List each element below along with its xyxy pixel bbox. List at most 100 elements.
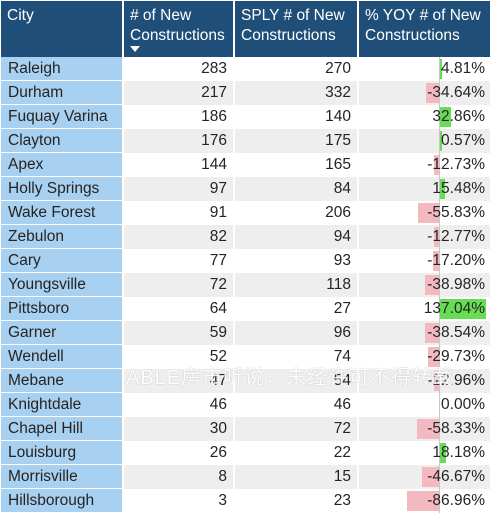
table-row[interactable]: Morrisville 8 15 -46.67% — [1, 465, 490, 489]
zero-axis-line — [439, 249, 440, 273]
table-row[interactable]: Wake Forest 91 206 -55.83% — [1, 201, 490, 225]
table-row[interactable]: Chapel Hill 30 72 -58.33% — [1, 417, 490, 441]
city-cell: Holly Springs — [1, 177, 124, 201]
watermark: ABLE房市听说，未经许可不得转载 — [126, 367, 455, 389]
yoy-cell: -29.73% — [359, 345, 490, 369]
yoy-cell: 4.81% — [359, 57, 490, 81]
new-constructions-cell: 82 — [124, 225, 235, 249]
table-row[interactable]: Youngsville 72 118 -38.98% — [1, 273, 490, 297]
negative-yoy-bar — [421, 467, 439, 487]
city-cell: Raleigh — [1, 57, 124, 81]
zero-axis-line — [439, 177, 440, 201]
zero-axis-line — [439, 393, 440, 417]
positive-yoy-bar — [440, 131, 442, 151]
new-constructions-cell: 97 — [124, 177, 235, 201]
city-cell: Cary — [1, 249, 124, 273]
yoy-value: 32.86% — [432, 108, 485, 125]
negative-yoy-bar — [434, 371, 439, 391]
zero-axis-line — [439, 81, 440, 105]
sply-constructions-cell: 23 — [235, 489, 359, 513]
yoy-value: -34.64% — [427, 84, 485, 101]
positive-yoy-bar — [440, 59, 442, 79]
city-cell: Wake Forest — [1, 201, 124, 225]
new-constructions-cell: 186 — [124, 105, 235, 129]
yoy-cell: -38.98% — [359, 273, 490, 297]
new-constructions-cell: 59 — [124, 321, 235, 345]
negative-yoy-bar — [426, 83, 439, 103]
sply-constructions-cell: 175 — [235, 129, 359, 153]
sply-constructions-cell: 22 — [235, 441, 359, 465]
table-row[interactable]: Mebane 47 54 -12.96% — [1, 369, 490, 393]
yoy-value: -55.83% — [427, 204, 485, 221]
table-row[interactable]: Durham 217 332 -34.64% — [1, 81, 490, 105]
sply-constructions-cell: 93 — [235, 249, 359, 273]
zero-axis-line — [439, 225, 440, 249]
table-row[interactable]: Wendell 52 74 -29.73% — [1, 345, 490, 369]
sply-constructions-cell: 140 — [235, 105, 359, 129]
zero-axis-line — [439, 417, 440, 441]
table-row[interactable]: Zebulon 82 94 -12.77% — [1, 225, 490, 249]
yoy-cell: 32.86% — [359, 105, 490, 129]
yoy-cell: 15.48% — [359, 177, 490, 201]
table-row[interactable]: Louisburg 26 22 18.18% — [1, 441, 490, 465]
yoy-value: 15.48% — [432, 180, 485, 197]
positive-yoy-bar — [440, 179, 446, 199]
yoy-cell: -12.73% — [359, 153, 490, 177]
column-header-sply-constructions[interactable]: SPLY # of New Constructions — [235, 1, 359, 57]
new-constructions-cell: 46 — [124, 393, 235, 417]
city-cell: Hillsborough — [1, 489, 124, 513]
column-header-city[interactable]: City — [1, 1, 124, 57]
zero-axis-line — [439, 273, 440, 297]
table-row[interactable]: Garner 59 96 -38.54% — [1, 321, 490, 345]
positive-yoy-bar — [440, 443, 447, 463]
column-header-label: City — [7, 7, 34, 24]
sply-constructions-cell: 54 — [235, 369, 359, 393]
city-cell: Garner — [1, 321, 124, 345]
zero-axis-line — [439, 105, 440, 129]
table-row[interactable]: Raleigh 283 270 4.81% — [1, 57, 490, 81]
yoy-cell: 0.57% — [359, 129, 490, 153]
city-cell: Mebane — [1, 369, 124, 393]
table-row[interactable]: Knightdale 46 46 0.00% — [1, 393, 490, 417]
negative-yoy-bar — [418, 203, 439, 223]
city-cell: Durham — [1, 81, 124, 105]
yoy-cell: -34.64% — [359, 81, 490, 105]
negative-yoy-bar — [406, 491, 439, 511]
zero-axis-line — [439, 465, 440, 489]
table-row[interactable]: Fuquay Varina 186 140 32.86% — [1, 105, 490, 129]
yoy-value: -12.77% — [427, 228, 485, 245]
table-row[interactable]: Pittsboro 64 27 137.04% — [1, 297, 490, 321]
zero-axis-line — [439, 321, 440, 345]
sply-constructions-cell: 165 — [235, 153, 359, 177]
yoy-cell: 137.04% — [359, 297, 490, 321]
column-header-new-constructions[interactable]: # of New Constructions — [124, 1, 235, 57]
table-row[interactable]: Clayton 176 175 0.57% — [1, 129, 490, 153]
sply-constructions-cell: 96 — [235, 321, 359, 345]
sply-constructions-cell: 84 — [235, 177, 359, 201]
negative-yoy-bar — [434, 155, 439, 175]
yoy-cell: -38.54% — [359, 321, 490, 345]
table-row[interactable]: Apex 144 165 -12.73% — [1, 153, 490, 177]
table-row[interactable]: Holly Springs 97 84 15.48% — [1, 177, 490, 201]
new-constructions-cell: 8 — [124, 465, 235, 489]
yoy-value: 0.00% — [441, 396, 485, 413]
negative-yoy-bar — [424, 275, 439, 295]
zero-axis-line — [439, 441, 440, 465]
zero-axis-line — [439, 369, 440, 393]
new-constructions-cell: 77 — [124, 249, 235, 273]
city-cell: Knightdale — [1, 393, 124, 417]
sort-descending-icon[interactable] — [130, 46, 140, 52]
sply-constructions-cell: 332 — [235, 81, 359, 105]
new-constructions-cell: 64 — [124, 297, 235, 321]
sply-constructions-cell: 206 — [235, 201, 359, 225]
table-row[interactable]: Hillsborough 3 23 -86.96% — [1, 489, 490, 513]
new-constructions-cell: 176 — [124, 129, 235, 153]
yoy-cell: -86.96% — [359, 489, 490, 513]
positive-yoy-bar — [440, 299, 486, 319]
table-row[interactable]: Cary 77 93 -17.20% — [1, 249, 490, 273]
yoy-value: -58.33% — [427, 420, 485, 437]
zero-axis-line — [439, 57, 440, 81]
yoy-cell: -12.77% — [359, 225, 490, 249]
yoy-cell: -12.96% — [359, 369, 490, 393]
column-header-yoy-constructions[interactable]: % YOY # of New Constructions — [359, 1, 490, 57]
